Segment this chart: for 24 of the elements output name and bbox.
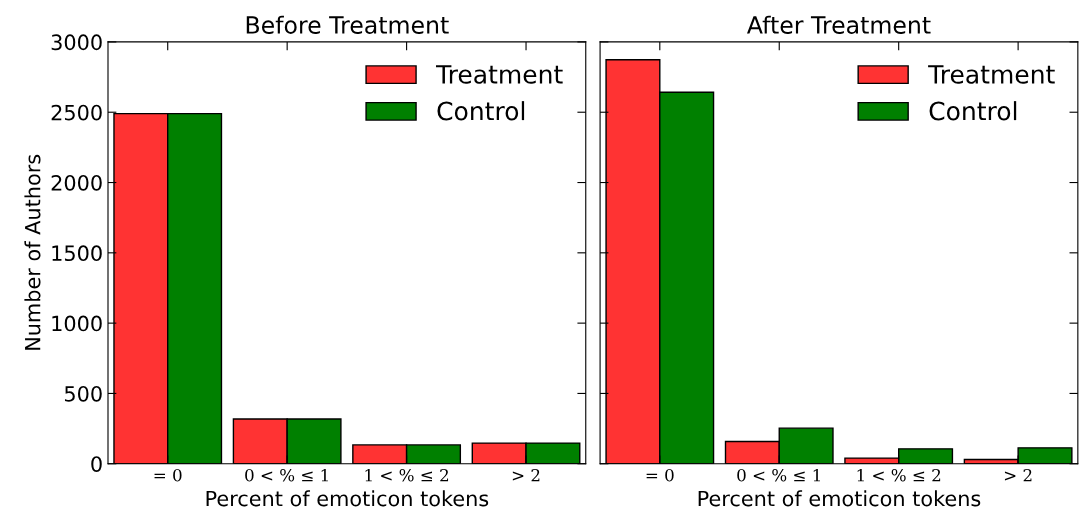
x-tick-label: = 0 bbox=[646, 468, 674, 482]
x-tick-label: 0 < % ≤ 1 bbox=[737, 468, 820, 482]
x-axis-title: Percent of emoticon tokens bbox=[698, 490, 981, 507]
y-tick-label: 1500 bbox=[52, 245, 102, 262]
y-tick-label: 1000 bbox=[52, 315, 102, 332]
legend-label: Treatment bbox=[928, 65, 1055, 84]
x-tick-label: = 0 bbox=[154, 468, 182, 482]
y-tick-label: 2500 bbox=[51, 104, 102, 121]
y-axis-title: Number of Authors bbox=[24, 154, 41, 350]
x-tick-label: > 2 bbox=[1004, 468, 1032, 482]
y-tick-label: 2000 bbox=[51, 174, 102, 191]
y-tick-label: 0 bbox=[91, 456, 102, 472]
x-tick-label: 0 < % ≤ 1 bbox=[245, 468, 328, 482]
x-tick-label: 1 < % ≤ 2 bbox=[365, 468, 449, 482]
chart-title: Before Treatment bbox=[246, 15, 449, 34]
legend-label: Control bbox=[929, 101, 1017, 121]
legend-label: Treatment bbox=[436, 65, 563, 84]
chart-title: After Treatment bbox=[747, 15, 931, 34]
x-axis-title: Percent of emoticon tokens bbox=[206, 490, 489, 507]
x-tick-label: 1 < % ≤ 2 bbox=[857, 468, 941, 482]
x-tick-label: > 2 bbox=[512, 468, 540, 482]
legend-label: Control bbox=[437, 101, 525, 121]
y-tick-label: 3000 bbox=[51, 34, 102, 51]
y-tick-label: 500 bbox=[64, 385, 102, 402]
